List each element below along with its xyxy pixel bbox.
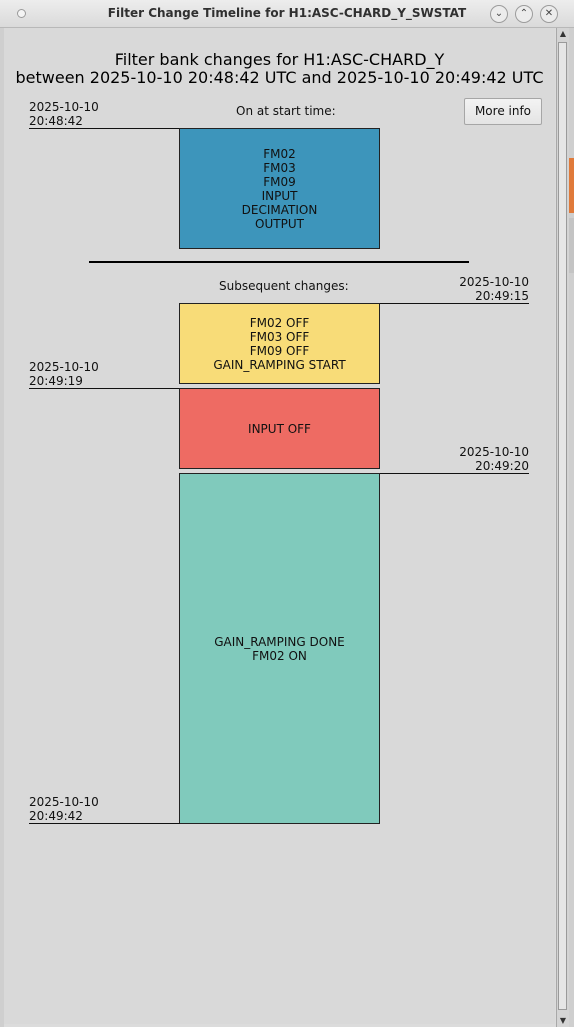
scrollbar-thumb[interactable] (558, 42, 567, 1010)
change-date: 2025-10-10 (459, 275, 529, 289)
start-state-box: FM02 FM03 FM09 INPUT DECIMATION OUTPUT (179, 128, 380, 249)
start-timestamp: 2025-10-10 20:48:42 (29, 100, 99, 128)
change-line: INPUT OFF (248, 421, 311, 436)
start-filter: OUTPUT (255, 216, 304, 231)
change-time-marker (29, 388, 180, 389)
background-window-accent (569, 158, 574, 213)
change-line: GAIN_RAMPING START (213, 357, 346, 372)
minimize-button[interactable]: ⌄ (490, 5, 508, 23)
change-time: 20:49:15 (475, 289, 529, 303)
change-time: 20:49:19 (29, 374, 83, 388)
page-subtitle: between 2025-10-10 20:48:42 UTC and 2025… (15, 68, 544, 87)
change-line: FM03 OFF (249, 329, 310, 344)
change-box-3: GAIN_RAMPING DONE FM02 ON (179, 473, 380, 824)
background-window-accent-2 (569, 218, 574, 273)
end-time-marker (29, 823, 180, 824)
close-button[interactable]: ✕ (540, 5, 558, 23)
more-info-button[interactable]: More info (464, 98, 542, 125)
scroll-up-icon[interactable]: ▲ (559, 29, 567, 38)
change-date: 2025-10-10 (459, 445, 529, 459)
background-window-edge (569, 28, 574, 1027)
change-date: 2025-10-10 (29, 360, 99, 374)
change-timestamp: 2025-10-10 20:49:20 (429, 445, 529, 473)
change-box-2: INPUT OFF (179, 388, 380, 469)
maximize-button[interactable]: ⌃ (515, 5, 533, 23)
change-time: 20:49:20 (475, 459, 529, 473)
scroll-down-icon[interactable]: ▼ (559, 1016, 567, 1025)
start-filter: FM09 (263, 174, 296, 189)
change-timestamp: 2025-10-10 20:49:19 (29, 360, 99, 388)
change-line: FM02 OFF (249, 315, 310, 330)
end-date: 2025-10-10 (29, 795, 99, 809)
start-filter: INPUT (261, 188, 298, 203)
section-divider (89, 261, 469, 263)
start-filter: DECIMATION (241, 202, 318, 217)
start-section-label: On at start time: (236, 104, 336, 118)
change-line: FM02 ON (252, 648, 307, 663)
page-title: Filter bank changes for H1:ASC-CHARD_Y (114, 50, 445, 69)
start-filter: FM03 (263, 160, 296, 175)
start-date: 2025-10-10 (29, 100, 99, 114)
end-time: 20:49:42 (29, 809, 83, 823)
vertical-scrollbar[interactable]: ▲ ▼ (556, 28, 569, 1027)
change-line: GAIN_RAMPING DONE (214, 634, 345, 649)
start-time-marker (29, 128, 180, 129)
change-timestamp: 2025-10-10 20:49:15 (429, 275, 529, 303)
window-left-border (0, 28, 4, 1027)
change-box-1: FM02 OFF FM03 OFF FM09 OFF GAIN_RAMPING … (179, 303, 380, 384)
change-time-marker (379, 303, 529, 304)
window-titlebar: Filter Change Timeline for H1:ASC-CHARD_… (0, 0, 574, 28)
start-filter: FM02 (263, 146, 296, 161)
end-timestamp: 2025-10-10 20:49:42 (29, 795, 99, 823)
change-line: FM09 OFF (249, 343, 310, 358)
window-menu-icon[interactable] (17, 9, 26, 18)
subsequent-section-label: Subsequent changes: (219, 279, 349, 293)
window-title: Filter Change Timeline for H1:ASC-CHARD_… (107, 6, 467, 20)
change-time-marker (379, 473, 529, 474)
start-time: 20:48:42 (29, 114, 83, 128)
